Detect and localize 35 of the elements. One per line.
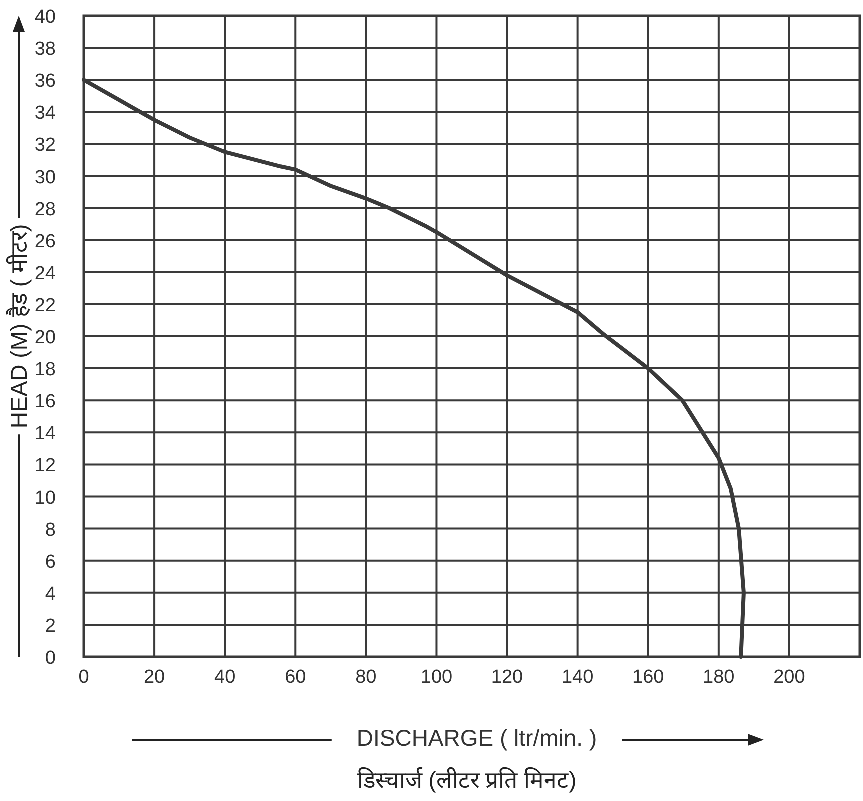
x-axis-title: DISCHARGE ( ltr/min. ): [356, 725, 598, 751]
y-tick-label: 0: [45, 648, 56, 669]
x-tick-label: 20: [144, 667, 166, 688]
x-tick-label: 200: [774, 667, 806, 688]
y-tick-label: 6: [45, 552, 56, 573]
y-tick-label: 36: [34, 71, 56, 92]
y-tick-label: 28: [34, 199, 56, 220]
y-tick-label: 20: [34, 328, 56, 348]
y-tick-label: 22: [34, 295, 56, 316]
x-tick-label: 40: [214, 667, 236, 688]
y-tick-label: 8: [45, 520, 56, 541]
y-tick-label: 32: [34, 135, 56, 156]
y-tick-label: 34: [34, 103, 56, 124]
x-tick-label: 140: [562, 667, 594, 688]
y-tick-label: 10: [34, 488, 56, 509]
x-tick-label: 100: [420, 667, 453, 688]
y-tick-label: 18: [34, 360, 56, 381]
x-tick-label: 0: [78, 667, 90, 688]
y-tick-label: 12: [34, 456, 56, 477]
x-tick-label: 160: [632, 667, 664, 688]
y-tick-label: 2: [45, 616, 56, 637]
x-tick-label: 60: [285, 667, 306, 688]
x-tick-label: 120: [491, 667, 524, 688]
y-tick-label: 26: [34, 231, 56, 252]
text: डिस्चार्ज (लीटर प्रति मिनट): [357, 767, 577, 793]
x-tick-label: 80: [356, 667, 377, 688]
y-tick-label: 14: [34, 424, 56, 445]
x-tick-label: 180: [703, 667, 735, 688]
y-tick-label: 16: [34, 392, 56, 413]
y-tick-label: 38: [34, 39, 56, 60]
y-tick-label: 24: [34, 263, 56, 284]
y-tick-label: 40: [34, 7, 56, 28]
y-tick-label: 4: [45, 584, 56, 605]
y-axis-title: HEAD (M) हैड ( मीटर): [6, 224, 32, 429]
y-tick-label: 30: [34, 167, 56, 188]
